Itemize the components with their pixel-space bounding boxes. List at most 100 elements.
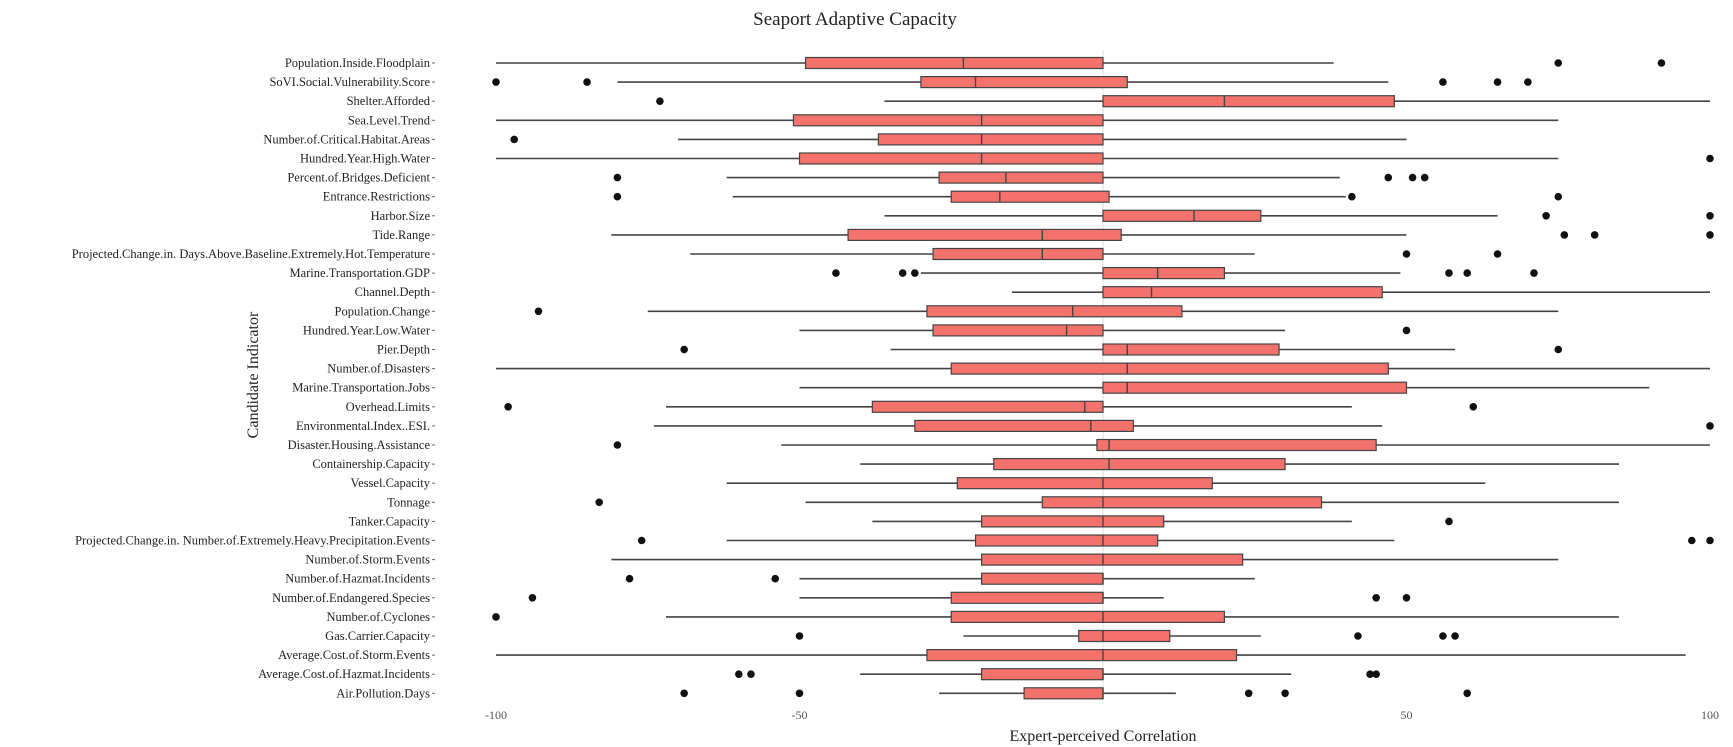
outlier-point [583,78,591,86]
outlier-point [1554,59,1563,67]
box [950,591,1104,604]
outlier-point [1687,536,1696,545]
outlier-point [1402,594,1411,602]
outlier-point [1372,670,1380,678]
category-label: Population.Change [335,304,431,318]
box [980,668,1104,681]
outlier-point [1445,517,1453,526]
outlier-point [1439,78,1447,86]
category-label: Average.Cost.of.Storm.Events [278,648,430,662]
category-label: Number.of.Cyclones [327,610,431,624]
category-label: SoVI.Social.Vulnerability.Score [269,75,430,89]
outlier-point [898,269,907,277]
category-label: Number.of.Hazmat.Incidents [285,572,430,586]
outlier-point [1560,231,1569,239]
box [1102,381,1408,394]
box [950,362,1389,375]
outlier-point [795,689,804,698]
category-label: Percent.of.Bridges.Deficient [287,171,430,185]
category-label: Channel.Depth [355,285,431,299]
outlier-point [1420,173,1429,182]
outlier-point [1469,403,1478,411]
outlier-point [510,135,519,144]
category-label: Tide.Range [372,228,430,242]
box [798,152,1104,165]
box [1041,496,1323,509]
category-label: Marine.Transportation.GDP [289,266,430,280]
category-label: Pier.Depth [377,343,431,357]
box [1096,438,1377,452]
box [956,477,1213,490]
outlier-point [1384,173,1393,182]
outlier-point [680,345,688,354]
category-label: Hundred.Year.High.Water [300,152,431,166]
box [950,610,1225,624]
outlier-point [656,97,664,105]
outlier-point [613,441,622,449]
outlier-point [1524,78,1532,86]
box [926,648,1238,662]
category-label: Shelter.Afforded [347,94,431,108]
category-label: Number.of.Endangered.Species [272,591,430,605]
outlier-point [1590,231,1599,239]
category-label: Overhead.Limits [346,400,430,414]
outlier-point [735,670,743,678]
x-tick-label: 100 [1701,708,1719,722]
box [804,56,1104,70]
outlier-point [1530,269,1538,277]
outlier-point [911,269,919,277]
outlier-point [595,498,603,507]
outlier-point [613,192,622,201]
outlier-point [625,574,634,583]
box [938,171,1104,184]
outlier-point [1451,632,1459,640]
outlier-point [680,689,688,698]
box [920,75,1128,89]
box [932,247,1104,261]
outlier-point [1244,689,1253,698]
category-label: Harbor.Size [371,209,431,223]
category-label: Number.of.Critical.Habitat.Areas [263,132,430,146]
outlier-point [534,307,543,316]
outlier-point [1706,154,1714,163]
category-label: Entrance.Restrictions [323,190,430,204]
outlier-point [771,574,780,583]
outlier-point [613,173,622,182]
box [974,534,1159,547]
outlier-point [1445,269,1453,277]
box [926,305,1183,318]
outlier-point [1281,689,1289,698]
plot-area: Population.Inside.Floodplain SoVI.Social.… [72,50,1719,722]
outlier-point [1657,59,1666,67]
box [871,400,1104,413]
box [847,228,1122,241]
category-label: Average.Cost.of.Hazmat.Incidents [258,667,430,681]
category-label: Sea.Level.Trend [348,113,431,127]
box [1102,286,1383,299]
outlier-point [1408,173,1417,182]
x-tick-label: -100 [485,708,507,722]
box [792,114,1104,127]
category-label: Containership.Capacity [312,457,430,471]
box [1023,687,1104,700]
box [980,572,1104,585]
box [1102,343,1280,356]
box [1102,95,1395,108]
category-label: Marine.Transportation.Jobs [292,381,430,395]
box [914,419,1134,432]
category-label: Air.Pollution.Days [336,686,430,700]
box [950,190,1110,203]
x-axis-title: Expert-perceived Correlation [1009,728,1196,745]
category-label: Number.of.Storm.Events [305,553,430,567]
x-tick-label: -50 [792,708,808,722]
outlier-point [528,594,537,602]
category-label: Number.of.Disasters [327,362,430,376]
outlier-point [1493,78,1502,86]
box [993,458,1286,471]
category-label: Tanker.Capacity [349,514,431,528]
outlier-point [1366,670,1374,678]
category-label: Environmental.Index..ESI. [296,419,430,433]
category-label: Hundred.Year.Low.Water [303,323,431,337]
outlier-point [1493,250,1502,258]
box [932,324,1104,337]
